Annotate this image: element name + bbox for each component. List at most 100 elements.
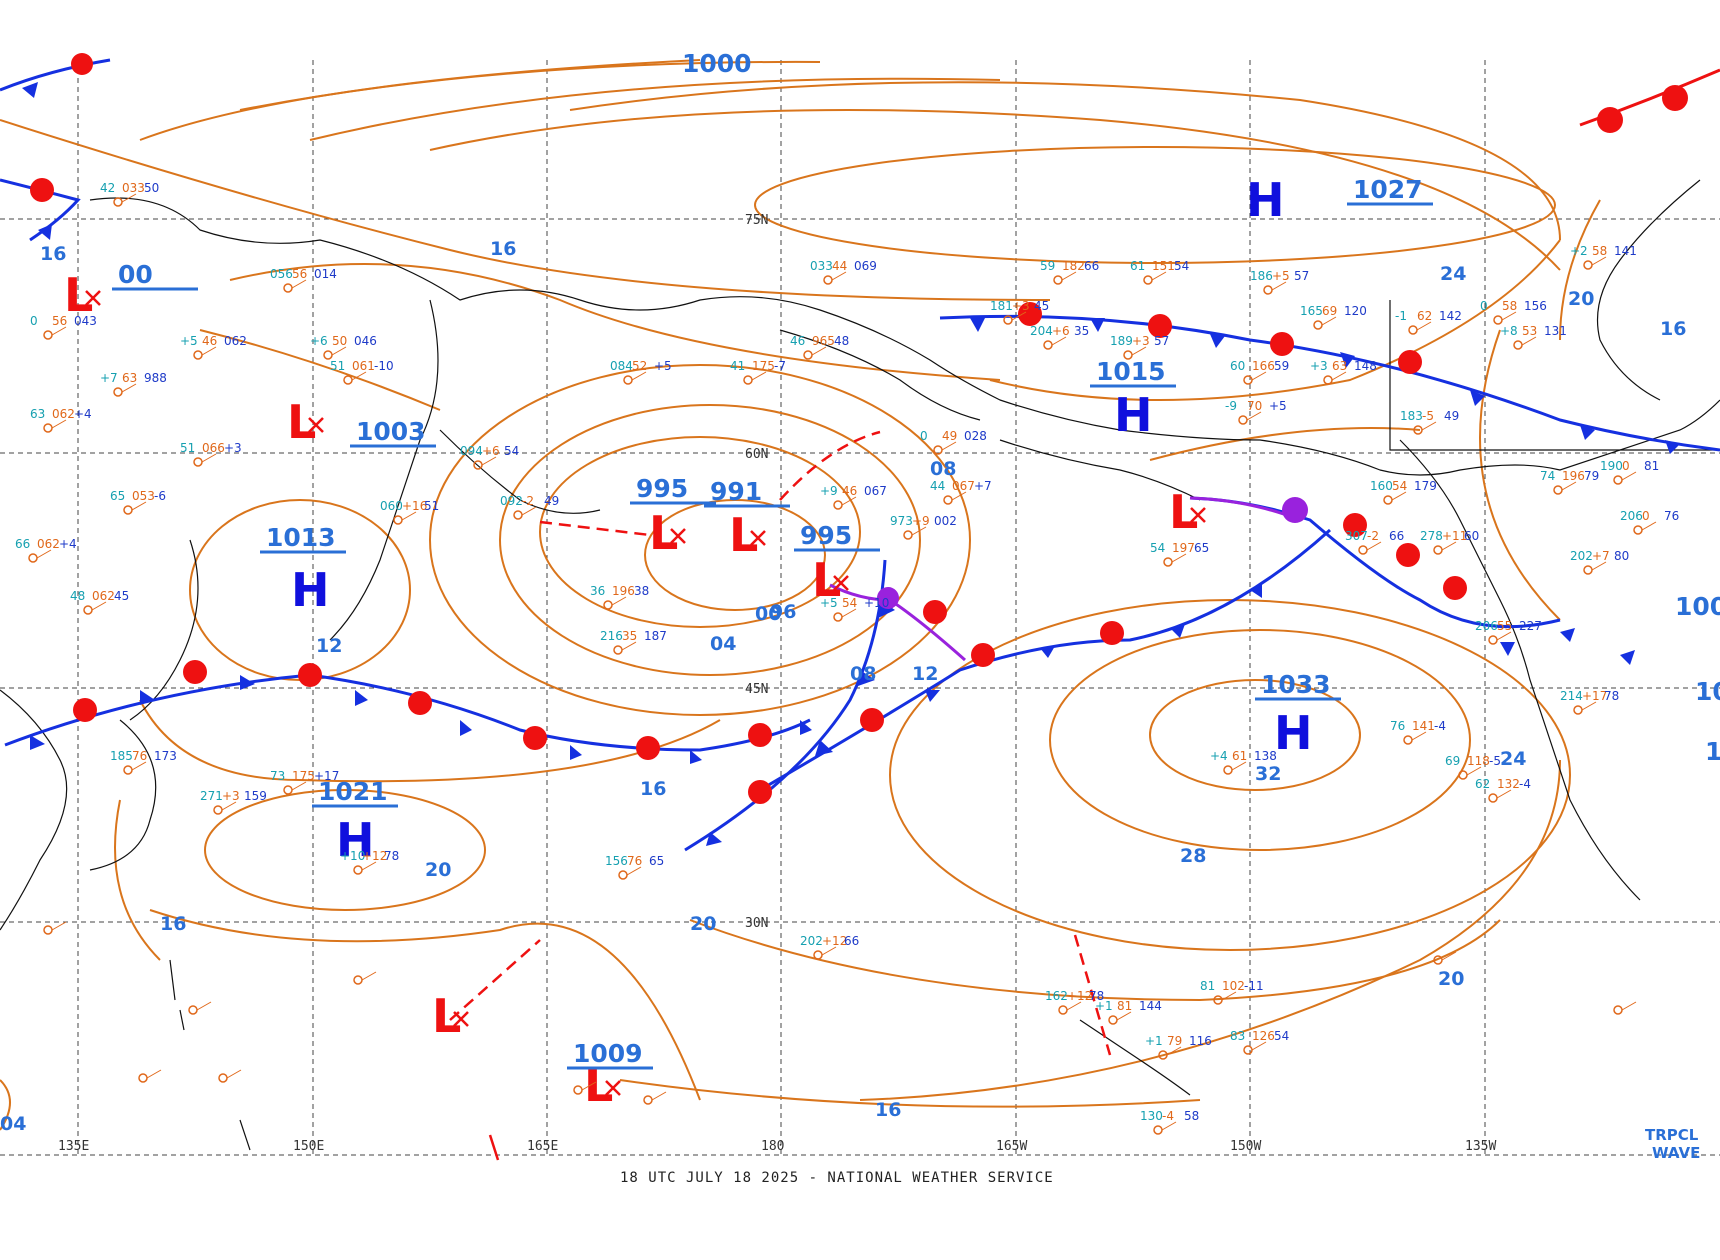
center-x-mark: [670, 528, 686, 544]
wind-barb: [1621, 1001, 1637, 1011]
station-value: 162: [1045, 989, 1068, 1003]
center-value: 1021: [318, 777, 388, 806]
station-value: 62: [1475, 777, 1490, 791]
wind-barb: [1466, 766, 1482, 776]
isobar-label: 16: [640, 778, 666, 800]
station-value: +6: [1052, 324, 1070, 338]
wind-barb: [811, 346, 827, 356]
station-value: 49: [942, 429, 957, 443]
station-circle: [1238, 415, 1248, 425]
station-value: 57: [1294, 269, 1309, 283]
stationary-front-west: [4, 673, 811, 752]
wind-barb: [1331, 371, 1347, 381]
wind-barb: [831, 271, 847, 281]
station-circle: [618, 870, 628, 880]
station-value: 066: [202, 441, 225, 455]
station-value: 44: [930, 479, 945, 493]
station-value: 53: [1522, 324, 1537, 338]
station-circle: [823, 275, 833, 285]
isobar-labels: 1624201608129600040812162016162032282420…: [0, 238, 1686, 1135]
fronts: [0, 53, 1720, 1161]
station-value: 014: [314, 267, 337, 281]
center-x-mark: [833, 575, 849, 591]
station-circle: [1488, 793, 1498, 803]
wind-barb: [1161, 1121, 1177, 1131]
low-pressure-center: L: [1169, 485, 1206, 539]
isobar-label: 12: [316, 635, 342, 657]
edge-partial-label: 1000: [682, 49, 752, 78]
station-value: 094: [460, 444, 483, 458]
wind-barb: [1641, 521, 1657, 531]
wind-barb: [1441, 541, 1457, 551]
station-value: 65: [110, 489, 125, 503]
station-value: 70: [1247, 399, 1262, 413]
station-value: 307: [1345, 529, 1368, 543]
station-value: 66: [1389, 529, 1404, 543]
station-circle: [833, 612, 843, 622]
station-value: 214: [1560, 689, 1583, 703]
station-value: -4: [1434, 719, 1446, 733]
station-value: 197: [1172, 541, 1195, 555]
wind-barb: [1501, 311, 1517, 321]
station-value: 54: [1150, 541, 1165, 555]
station-circle: [1573, 705, 1583, 715]
station-value: 83: [1230, 1029, 1245, 1043]
wind-barb: [1151, 271, 1167, 281]
station-value: 56: [52, 314, 67, 328]
wind-barb: [611, 596, 627, 606]
station-circle: [623, 375, 633, 385]
station-value: 46: [790, 334, 805, 348]
isobar-label: 20: [1438, 968, 1464, 990]
station-value: 053: [132, 489, 155, 503]
station-circle: [1143, 275, 1153, 285]
station-value: +10: [340, 849, 365, 863]
wind-barb: [1391, 491, 1407, 501]
wind-barb: [201, 346, 217, 356]
station-value: 175: [752, 359, 775, 373]
wind-barb: [291, 279, 307, 289]
center-symbol: H: [1274, 706, 1313, 760]
wind-barb: [1221, 991, 1237, 1001]
station-value: +12: [1067, 989, 1092, 1003]
wind-barb: [1421, 421, 1437, 431]
station-value: 067: [864, 484, 887, 498]
station-circle: [1243, 375, 1253, 385]
station-value: 271: [200, 789, 223, 803]
station-value: 57: [1154, 334, 1169, 348]
station-circle: [343, 375, 353, 385]
station-circle: [1163, 557, 1173, 567]
center-x-mark: [1190, 507, 1206, 523]
wind-barb: [1416, 321, 1432, 331]
wind-barb: [626, 866, 642, 876]
station-value: 196: [612, 584, 635, 598]
lat-lon-grid: [0, 60, 1720, 1155]
station-value: 79: [1167, 1034, 1182, 1048]
station-value: 973: [890, 514, 913, 528]
station-value: 61: [1130, 259, 1145, 273]
wind-barb: [1591, 256, 1607, 266]
station-circle: [83, 605, 93, 615]
station-value: 179: [1414, 479, 1437, 493]
station-value: 44: [832, 259, 847, 273]
station-circle: [1358, 545, 1368, 555]
station-value: +1: [1145, 1034, 1163, 1048]
station-value: 58: [1502, 299, 1517, 313]
station-value: 54: [504, 444, 519, 458]
station-circle: [43, 330, 53, 340]
station-value: 49: [544, 494, 559, 508]
wind-barb: [351, 371, 367, 381]
station-value: 46: [842, 484, 857, 498]
cold-front-central: [684, 559, 887, 852]
isobar-label: 12: [912, 663, 938, 685]
station-value: 182: [1062, 259, 1085, 273]
wind-barb: [1321, 316, 1337, 326]
station-circle: [123, 505, 133, 515]
station-value: +16: [402, 499, 427, 513]
center-symbol: H: [1246, 173, 1285, 227]
isobar-label: 08: [850, 663, 876, 685]
isobar-label: 32: [1255, 763, 1281, 785]
station-circle: [1108, 1015, 1118, 1025]
station-value: +1: [1095, 999, 1113, 1013]
station-value: 187: [644, 629, 667, 643]
